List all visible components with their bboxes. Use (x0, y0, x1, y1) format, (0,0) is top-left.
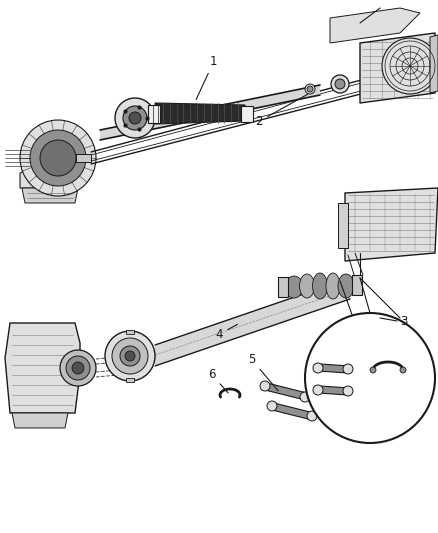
Polygon shape (155, 278, 350, 366)
Polygon shape (155, 103, 245, 124)
Circle shape (20, 120, 96, 196)
Ellipse shape (326, 273, 340, 299)
Polygon shape (20, 168, 80, 188)
Circle shape (300, 392, 310, 402)
Polygon shape (338, 203, 348, 248)
Bar (126, 378, 134, 382)
Polygon shape (265, 383, 307, 400)
Polygon shape (5, 323, 80, 413)
Ellipse shape (285, 276, 303, 298)
Text: 1: 1 (196, 55, 218, 100)
Polygon shape (22, 188, 78, 203)
Circle shape (40, 140, 76, 176)
Circle shape (343, 386, 353, 396)
Text: 6: 6 (208, 368, 228, 393)
Circle shape (120, 346, 140, 366)
Circle shape (335, 79, 345, 89)
Circle shape (305, 313, 435, 443)
Circle shape (129, 112, 141, 124)
Text: 2: 2 (255, 94, 307, 128)
Ellipse shape (300, 274, 314, 298)
Polygon shape (360, 33, 435, 103)
Circle shape (305, 84, 315, 94)
Circle shape (382, 38, 438, 94)
Text: 3: 3 (400, 315, 407, 328)
Circle shape (125, 351, 135, 361)
Text: 5: 5 (248, 353, 278, 391)
Polygon shape (318, 386, 350, 395)
Circle shape (343, 364, 353, 374)
Circle shape (115, 98, 155, 138)
Ellipse shape (338, 274, 354, 298)
Circle shape (313, 363, 323, 373)
Polygon shape (330, 8, 420, 43)
Circle shape (60, 350, 96, 386)
Circle shape (260, 381, 270, 391)
Bar (241, 106, 253, 122)
Circle shape (267, 401, 277, 411)
Circle shape (400, 367, 406, 373)
Bar (148, 105, 160, 123)
Circle shape (30, 130, 86, 186)
Circle shape (331, 75, 349, 93)
Polygon shape (318, 364, 350, 373)
Ellipse shape (312, 273, 328, 299)
Circle shape (313, 385, 323, 395)
Polygon shape (100, 85, 320, 140)
Polygon shape (345, 188, 438, 261)
Circle shape (72, 362, 84, 374)
Bar (352, 275, 362, 295)
Bar (126, 330, 134, 334)
Circle shape (66, 356, 90, 380)
Circle shape (123, 106, 147, 130)
Circle shape (112, 338, 148, 374)
Text: 4: 4 (215, 324, 237, 341)
Polygon shape (430, 35, 438, 93)
Polygon shape (272, 403, 314, 420)
Bar (76, 154, 91, 162)
Polygon shape (12, 413, 68, 428)
Circle shape (105, 331, 155, 381)
Bar (53, 150, 78, 166)
Bar (278, 277, 288, 297)
Circle shape (307, 86, 313, 92)
Circle shape (370, 367, 376, 373)
Circle shape (307, 411, 317, 421)
